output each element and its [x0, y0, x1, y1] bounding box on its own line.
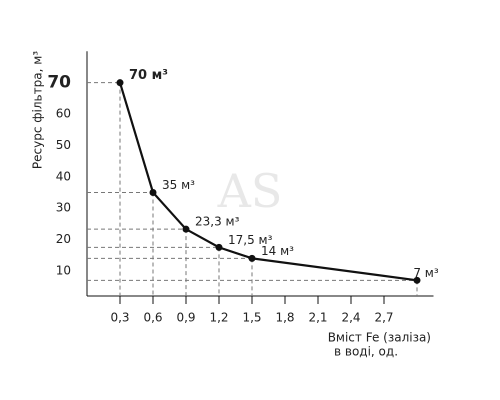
x-tick-label: 0,6 — [143, 311, 162, 325]
data-label: 14 м³ — [261, 244, 294, 258]
point — [248, 254, 256, 262]
y-tick-label: 40 — [56, 169, 71, 183]
data-label: 17,5 м³ — [228, 233, 273, 247]
x-tick-label: 2,4 — [341, 311, 360, 325]
data-label: 35 м³ — [162, 178, 195, 192]
x-tick-label: 2,7 — [374, 311, 393, 325]
y-axis-label: Ресурс фільтра, м³ — [31, 51, 45, 169]
y-tick-label: 10 — [56, 263, 71, 277]
x-tick-label: 1,2 — [209, 311, 228, 325]
point — [116, 79, 124, 87]
x-axis-label: в воді, од. — [334, 345, 398, 359]
point — [215, 243, 223, 251]
x-axis-label: Вміст Fe (заліза) — [328, 331, 431, 345]
y-tick-label: 60 — [56, 107, 71, 121]
point — [182, 225, 190, 233]
line — [118, 82, 418, 282]
y-tick-label: 70 — [47, 73, 71, 93]
x-tick-label: 0,9 — [176, 311, 195, 325]
x-tick-label: 1,8 — [275, 311, 294, 325]
x-tick-label: 2,1 — [308, 311, 327, 325]
data-label: 23,3 м³ — [195, 215, 240, 229]
point — [413, 276, 421, 284]
x-tick-label: 1,5 — [242, 311, 261, 325]
point — [149, 188, 157, 196]
y-tick-label: 30 — [56, 201, 71, 215]
x-tick-label: 0,3 — [110, 311, 129, 325]
y-tick-label: 20 — [56, 232, 71, 246]
data-label: 70 м³ — [129, 68, 168, 83]
data-label: 7 м³ — [413, 266, 439, 280]
watermark: AS — [217, 164, 283, 218]
y-tick-label: 50 — [56, 138, 71, 152]
